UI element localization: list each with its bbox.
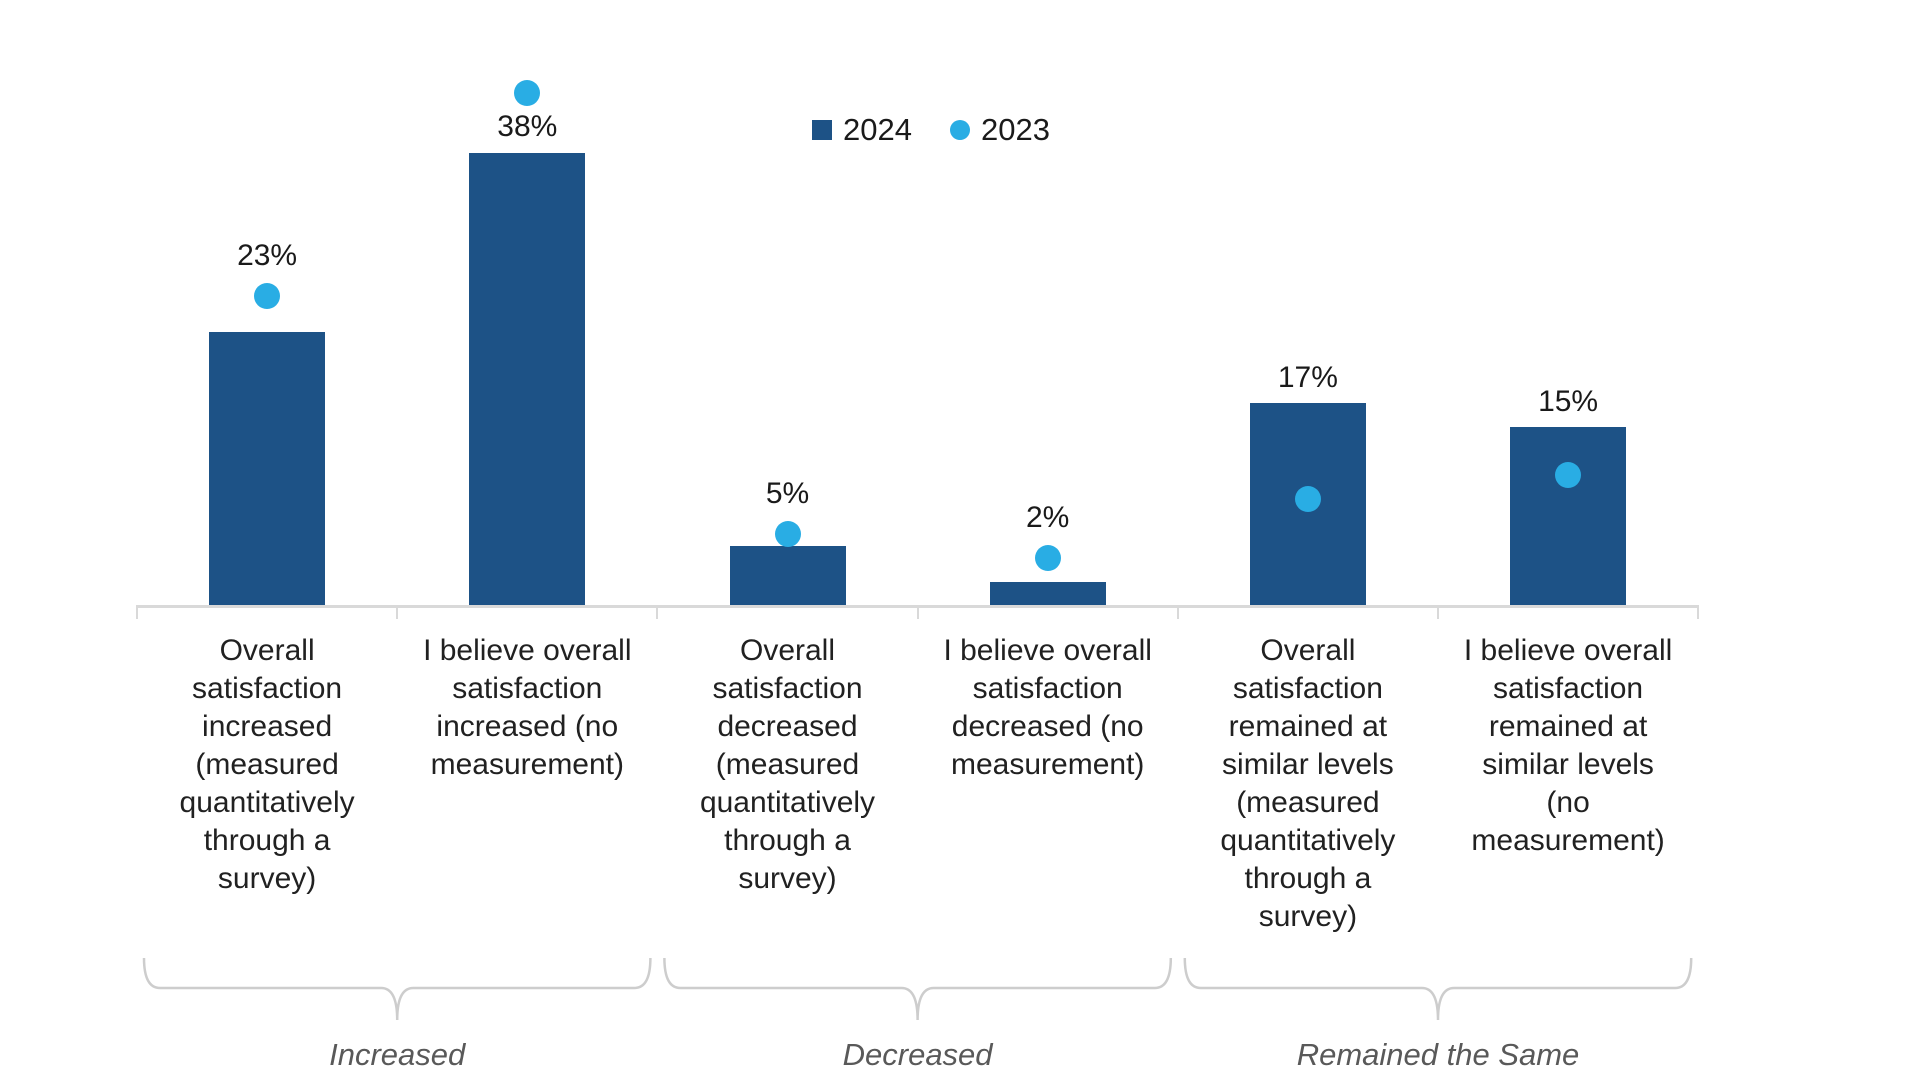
group-label: Decreased xyxy=(842,1037,993,1072)
group-bracket xyxy=(142,957,652,1021)
marker-2023 xyxy=(1034,545,1061,572)
category-label: Overall satisfaction remained at similar… xyxy=(1220,634,1396,933)
category-label: I believe overall satisfaction decreased… xyxy=(943,634,1152,781)
x-axis-tick xyxy=(916,606,919,619)
value-label: 17% xyxy=(1277,361,1338,395)
group-label: Increased xyxy=(329,1037,466,1072)
legend-item-2023: 2023 xyxy=(949,112,1050,147)
value-label: 38% xyxy=(497,110,558,144)
legend-square-swatch-icon xyxy=(812,119,832,140)
x-axis-tick xyxy=(396,606,399,619)
x-axis-tick xyxy=(1697,606,1700,619)
bar-2024 xyxy=(209,331,326,606)
x-axis-tick xyxy=(1437,606,1439,619)
value-label: 2% xyxy=(1026,501,1070,535)
bar-2024 xyxy=(1510,427,1627,606)
value-label: 23% xyxy=(237,239,298,273)
chart-legend: 2024 2023 xyxy=(812,114,1050,145)
category-label: I believe overall satisfaction remained … xyxy=(1463,634,1673,857)
marker-2023 xyxy=(774,521,801,548)
x-axis-tick xyxy=(1176,606,1179,619)
bar-2024 xyxy=(729,546,846,606)
marker-2023 xyxy=(1294,485,1321,512)
group-label: Remained the Same xyxy=(1296,1037,1580,1072)
legend-label-2023: 2023 xyxy=(980,112,1050,147)
marker-2023 xyxy=(254,283,281,310)
marker-2023 xyxy=(514,80,541,107)
bar-2024 xyxy=(469,153,586,606)
group-bracket xyxy=(1183,957,1693,1021)
legend-item-2024: 2024 xyxy=(812,114,912,145)
bar-2024 xyxy=(989,582,1106,606)
legend-label-2024: 2024 xyxy=(843,112,912,147)
value-label: 15% xyxy=(1538,385,1599,419)
value-label: 5% xyxy=(765,477,810,511)
category-label: Overall satisfaction decreased (measured… xyxy=(699,634,876,895)
legend-circle-swatch-icon xyxy=(949,119,970,140)
category-label: Overall satisfaction increased (measured… xyxy=(179,634,355,895)
x-axis-tick xyxy=(136,606,138,619)
marker-2023 xyxy=(1555,461,1582,488)
group-bracket xyxy=(663,957,1173,1021)
x-axis-tick xyxy=(656,606,659,619)
category-label: I believe overall satisfaction increased… xyxy=(423,634,632,781)
